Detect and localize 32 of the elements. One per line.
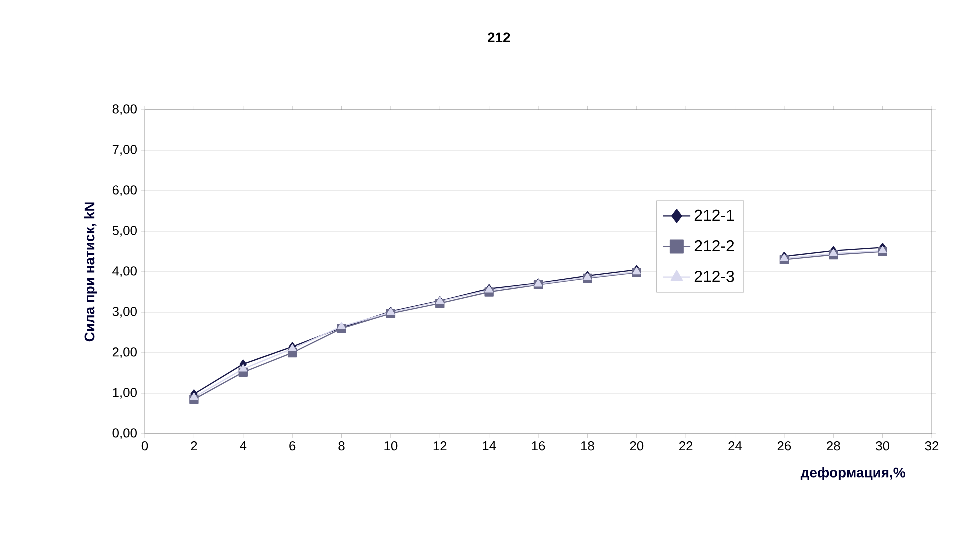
x-tick-label: 22: [680, 442, 693, 451]
legend-label: 212-2: [694, 240, 734, 252]
x-tick-label: 30: [876, 442, 890, 451]
y-tick-label: 7,00: [112, 145, 137, 156]
legend-label: 212-1: [694, 210, 734, 222]
x-tick-label: 2: [191, 442, 198, 451]
chart-title: 212: [488, 32, 510, 42]
y-tick-label: 5,00: [112, 226, 137, 237]
x-tick-label: 16: [532, 442, 546, 451]
x-tick-label: 18: [581, 442, 594, 451]
x-tick-label: 10: [384, 442, 398, 451]
y-axis-title: Сила при натиск, kN: [84, 202, 98, 342]
legend-label: 212-3: [694, 270, 734, 282]
y-tick-label: 6,00: [112, 186, 137, 196]
y-tick-label: 3,00: [112, 307, 137, 318]
x-tick-label: 32: [925, 442, 939, 451]
y-tick-label: 2,00: [112, 348, 137, 358]
y-tick-label: 0,00: [112, 428, 137, 440]
x-tick-label: 24: [728, 442, 742, 451]
x-tick-label: 4: [240, 442, 247, 450]
x-tick-label: 12: [434, 442, 447, 451]
y-tick-label: 4,00: [112, 266, 137, 278]
x-tick-label: 6: [290, 442, 296, 451]
x-axis-title: деформация,%: [800, 468, 906, 480]
y-tick-label: 1,00: [113, 388, 137, 399]
x-tick-label: 28: [827, 442, 840, 451]
x-tick-label: 14: [483, 442, 496, 450]
y-tick-label: 8,00: [112, 104, 137, 116]
x-tick-label: 20: [630, 442, 644, 451]
x-tick-label: 26: [778, 442, 792, 451]
x-tick-label: 8: [338, 442, 345, 451]
x-tick-label: 0: [142, 442, 148, 451]
